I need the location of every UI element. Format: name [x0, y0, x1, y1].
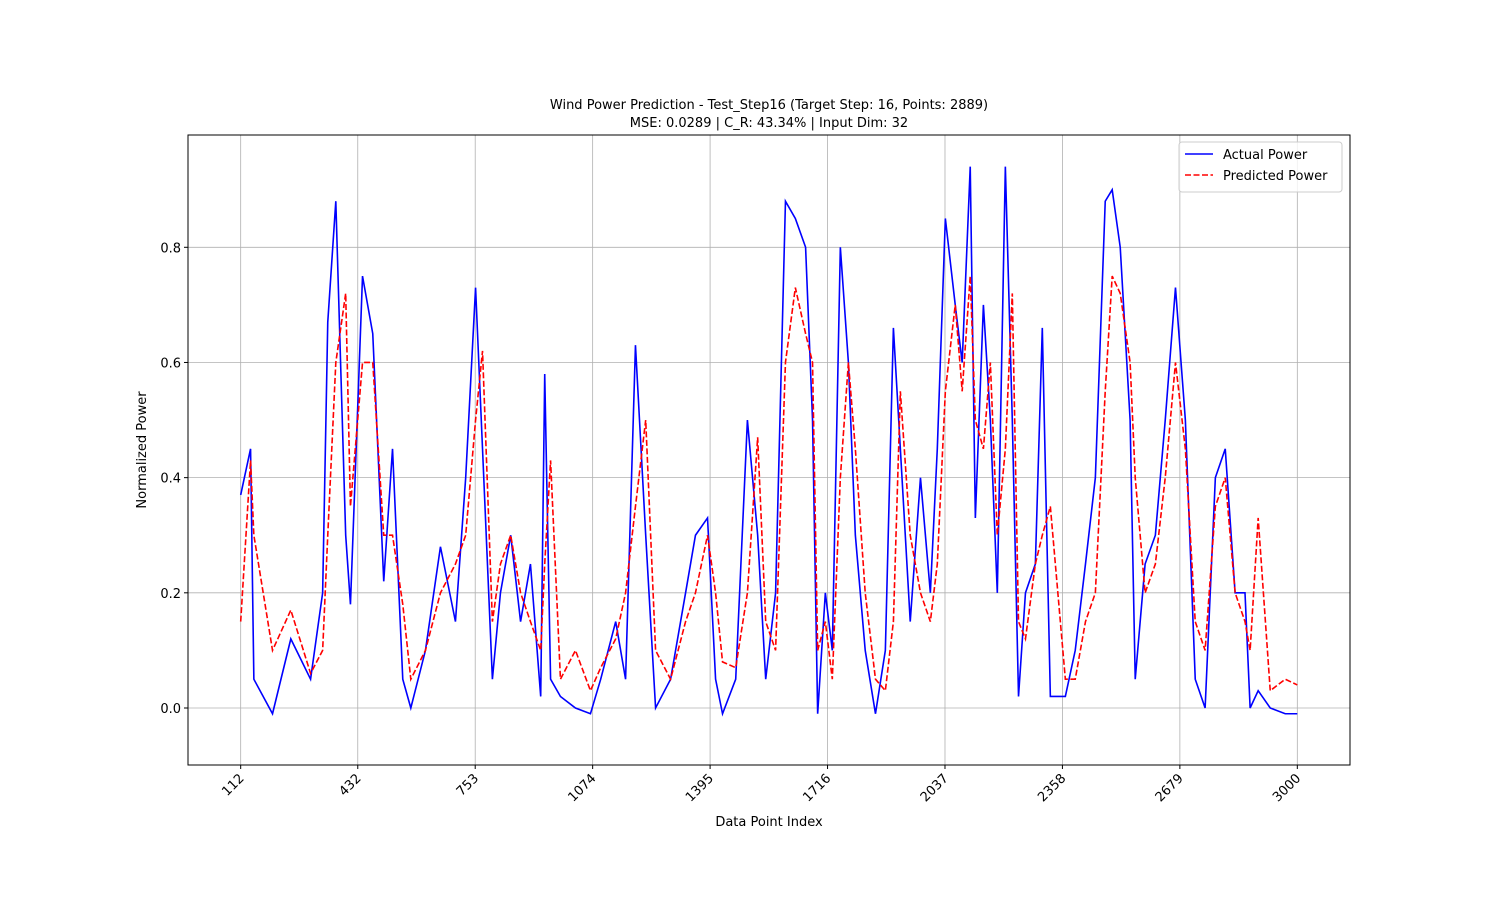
data-line: [239, 275, 1298, 693]
plot-frame: [187, 134, 1351, 766]
y-axis-label: Normalized Power: [135, 391, 150, 509]
legend-label: Actual Power: [1223, 148, 1308, 163]
chart-title: Wind Power Prediction - Test_Step16 (Tar…: [550, 98, 988, 113]
y-tick-label: 0.4: [160, 472, 181, 487]
y-tick-label: 0.6: [160, 356, 181, 371]
y-tick-label: 0.8: [160, 241, 181, 256]
y-tick-label: 0.0: [160, 702, 181, 717]
y-tick-label: 0.2: [160, 587, 181, 602]
x-axis-label: Data Point Index: [715, 815, 823, 830]
legend-box: [1178, 141, 1343, 193]
legend-label: Predicted Power: [1223, 169, 1328, 184]
chart-subtitle: MSE: 0.0289 | C_R: 43.34% | Input Dim: 3…: [630, 116, 908, 131]
data-line: [239, 166, 1298, 717]
